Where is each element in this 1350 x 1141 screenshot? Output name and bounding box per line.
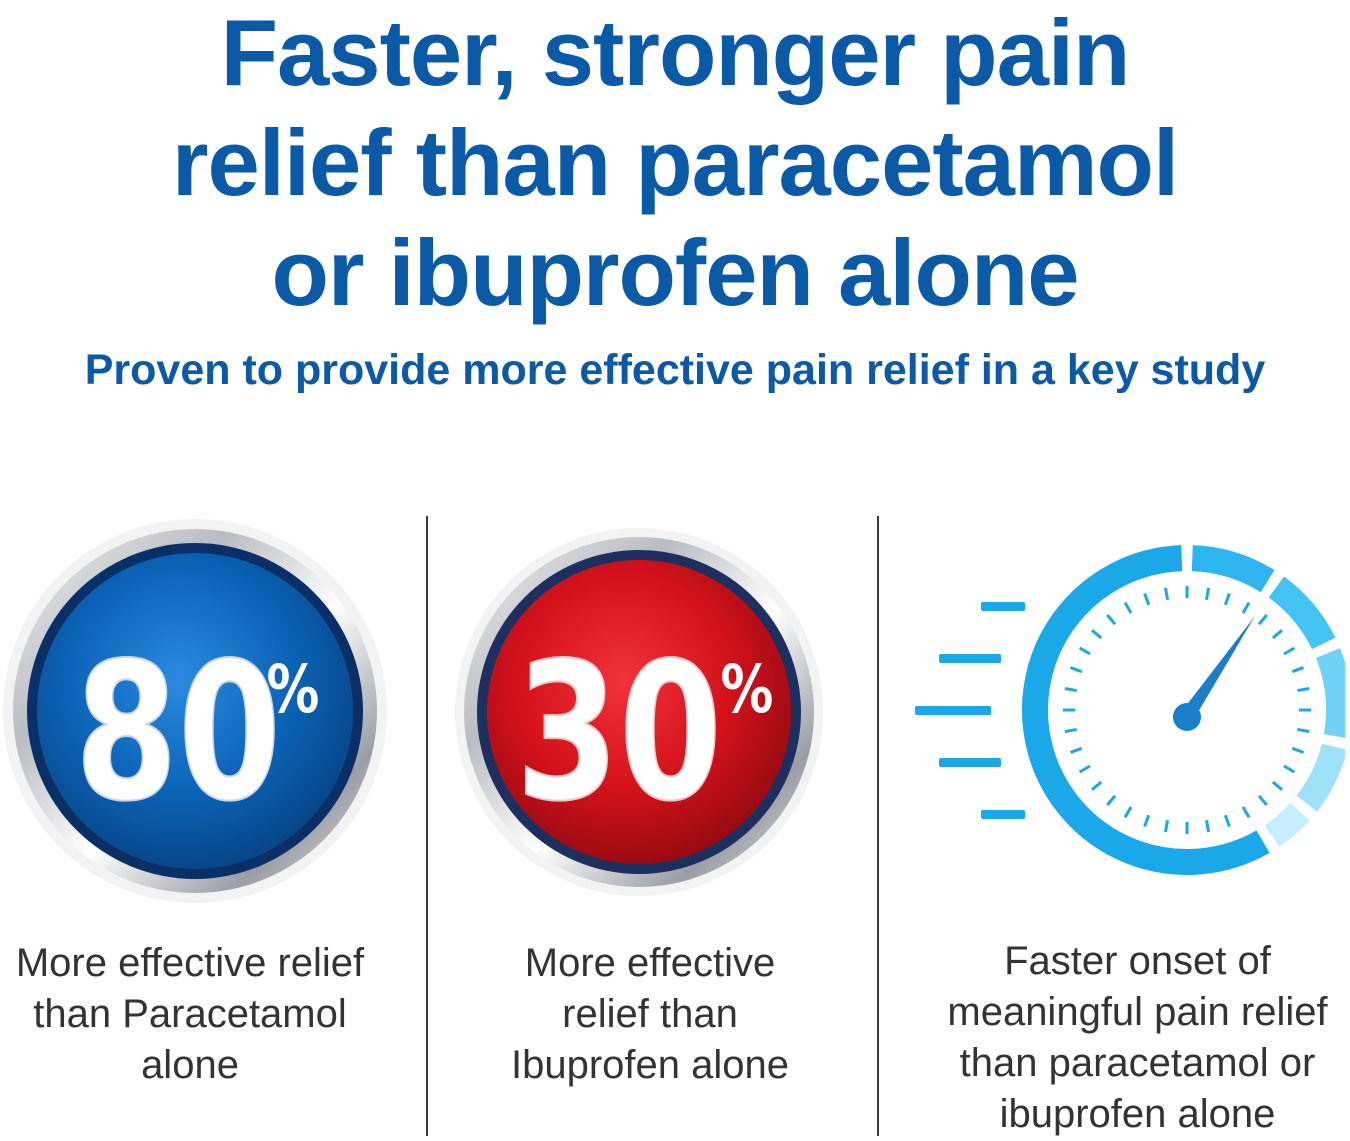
badge-80-unit: %: [267, 652, 320, 728]
gauge-tick: [1297, 686, 1310, 693]
gauge-ticks: [1063, 586, 1311, 834]
caption-onset-line-3: than paracetamol or: [959, 1041, 1316, 1085]
gauge-needle: [1173, 616, 1255, 731]
gauge-tick: [1163, 587, 1170, 600]
caption-30-line-3: Ibuprofen alone: [510, 1043, 789, 1087]
headline-line-3: or ibuprofen alone: [271, 220, 1079, 325]
gauge-arc-segment: [1315, 648, 1345, 738]
headline-line-2: relief than paracetamol: [171, 110, 1179, 215]
gauge-tick: [1091, 629, 1103, 640]
caption-30-line-2: relief than: [562, 992, 738, 1036]
gauge-tick: [1163, 820, 1170, 833]
gauge-tick: [1064, 727, 1077, 734]
caption-30: More effective relief than Ibuprofen alo…: [460, 938, 840, 1091]
gauge-tick: [1204, 820, 1211, 833]
gauge-tick: [1257, 794, 1268, 806]
gauge-arc-segment: [1191, 545, 1275, 593]
divider-left: [426, 516, 428, 1136]
gauge-tick: [1257, 614, 1268, 626]
gauge-tick: [1271, 780, 1283, 791]
gauge-tick: [1064, 686, 1077, 693]
badge-30-value: 30: [516, 623, 722, 844]
gauge-tick: [1283, 764, 1296, 774]
gauge-tick: [1143, 814, 1151, 828]
caption-80-line-3: alone: [141, 1043, 239, 1087]
gauge-tick: [1091, 780, 1103, 791]
gauge-tick: [1069, 666, 1083, 674]
caption-80: More effective relief than Paracetamol a…: [0, 938, 380, 1091]
subheadline: Proven to provide more effective pain re…: [84, 346, 1266, 394]
gauge-tick: [1123, 806, 1133, 819]
gauge-tick: [1069, 746, 1083, 754]
gauge-arc-segment: [1022, 545, 1270, 875]
gauge-tick: [1223, 814, 1231, 828]
gauge-tick: [1271, 629, 1283, 640]
gauge-tick: [1283, 646, 1296, 656]
caption-onset-line-1: Faster onset of: [1004, 939, 1271, 983]
badge-30-unit: %: [721, 652, 774, 728]
gauge-tick: [1078, 646, 1091, 656]
speedometer-icon: [915, 545, 1345, 875]
gauge-tick: [1223, 592, 1231, 606]
speed-lines: [915, 602, 1025, 819]
gauge-arc-segment: [1268, 576, 1336, 650]
caption-onset-line-2: meaningful pain relief: [947, 990, 1328, 1034]
badge-30-percent: 30 %: [455, 528, 823, 896]
caption-onset-line-4: ibuprofen alone: [999, 1092, 1276, 1136]
gauge-ring: [1022, 545, 1345, 875]
gauge-tick: [1241, 601, 1251, 614]
badge-80-value: 80: [75, 623, 281, 844]
gauge-tick: [1297, 727, 1310, 734]
gauge-tick: [1106, 794, 1117, 806]
gauge-tick: [1143, 592, 1151, 606]
headline-line-1: Faster, stronger pain: [220, 0, 1131, 105]
headline: Faster, stronger pain relief than parace…: [0, 0, 1350, 328]
gauge-tick: [1291, 666, 1305, 674]
gauge-arc-segment: [1296, 743, 1345, 812]
gauge-arc-segment: [1264, 802, 1310, 847]
caption-30-line-1: More effective: [524, 941, 776, 985]
caption-80-line-1: More effective relief: [15, 941, 365, 985]
gauge-tick: [1123, 601, 1133, 614]
gauge-tick: [1241, 806, 1251, 819]
divider-right: [877, 516, 879, 1136]
caption-80-line-2: than Paracetamol: [33, 992, 347, 1036]
gauge-tick: [1291, 746, 1305, 754]
gauge-tick: [1106, 614, 1117, 626]
badge-80-percent: 80 %: [3, 519, 387, 903]
caption-onset: Faster onset of meaningful pain relief t…: [915, 936, 1350, 1140]
gauge-tick: [1078, 764, 1091, 774]
gauge-tick: [1204, 587, 1211, 600]
